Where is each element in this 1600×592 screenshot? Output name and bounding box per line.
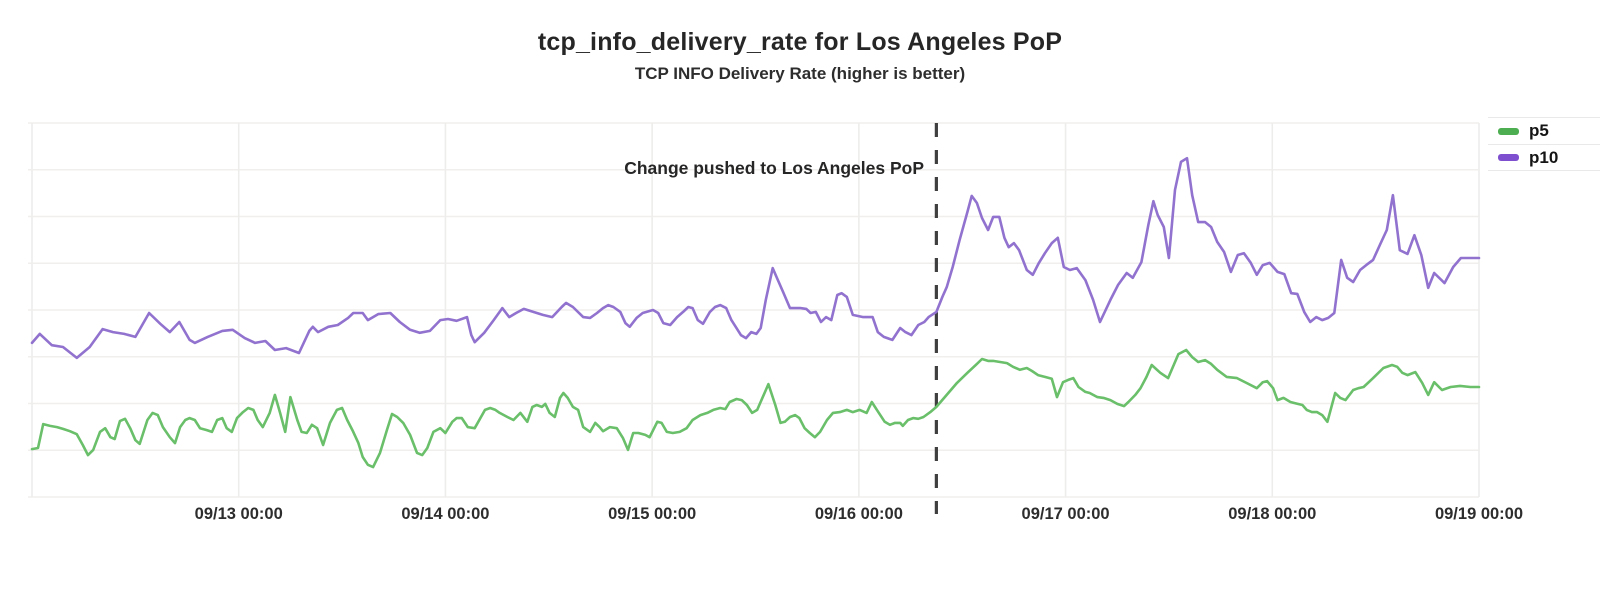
x-tick-label: 09/18 00:00 bbox=[1228, 505, 1316, 523]
x-tick-label: 09/14 00:00 bbox=[401, 505, 489, 523]
p5-line bbox=[30, 348, 1481, 469]
annotation-label: Change pushed to Los Angeles PoP bbox=[624, 158, 924, 178]
x-tick-label: 09/19 00:00 bbox=[1435, 505, 1523, 523]
x-tick-label: 09/15 00:00 bbox=[608, 505, 696, 523]
legend-label-p5: p5 bbox=[1529, 121, 1549, 140]
p5-color-swatch-icon bbox=[1498, 127, 1519, 135]
p10-line bbox=[30, 156, 1481, 360]
p10-color-swatch-icon bbox=[1498, 154, 1519, 161]
legend-item-p5[interactable]: p5 bbox=[1488, 117, 1600, 144]
legend-item-p10[interactable]: p10 bbox=[1488, 144, 1600, 171]
x-tick-label: 09/13 00:00 bbox=[195, 505, 283, 523]
x-tick-label: 09/16 00:00 bbox=[815, 505, 903, 523]
chart-subtitle: TCP INFO Delivery Rate (higher is better… bbox=[634, 64, 966, 83]
chart-title: tcp_info_delivery_rate for Los Angeles P… bbox=[537, 28, 1063, 56]
legend-label-p10: p10 bbox=[1529, 147, 1559, 167]
x-tick-label: 09/17 00:00 bbox=[1022, 505, 1110, 523]
legend: p5 p10 bbox=[1488, 117, 1600, 171]
